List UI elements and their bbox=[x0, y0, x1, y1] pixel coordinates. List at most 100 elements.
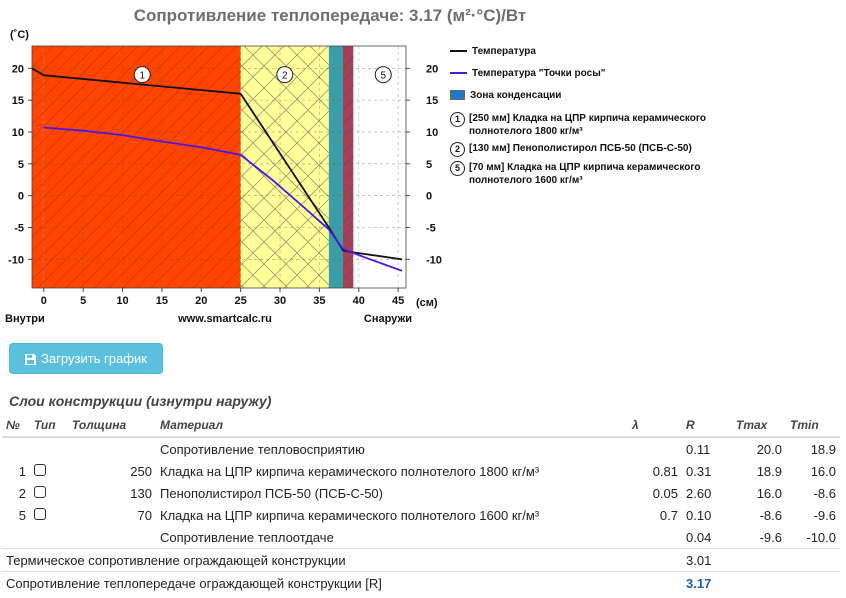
legend-layer-2: 2 [130 мм] Пенополистирол ПСБ-50 (ПСБ-С-… bbox=[450, 142, 750, 157]
inside-label: Внутри bbox=[5, 313, 45, 325]
thickness-cell bbox=[68, 526, 156, 549]
layer-marker-circle bbox=[276, 66, 294, 84]
x-axis-unit-label: (см) bbox=[416, 297, 438, 309]
layer-marker-label: 1 bbox=[139, 71, 145, 82]
condensation-zone bbox=[343, 46, 354, 288]
thickness-cell: 70 bbox=[137, 507, 152, 523]
header-material: Материал bbox=[156, 414, 628, 438]
layer-markers: 1 2 5 bbox=[133, 66, 392, 84]
layer-band bbox=[328, 46, 344, 288]
header-type: Тип bbox=[30, 414, 68, 438]
floppy-disk-icon bbox=[25, 353, 37, 365]
legend-layer-text: [250 мм] Кладка на ЦПР кирпича керамичес… bbox=[469, 113, 707, 137]
thermal-resistance-row: Термическое сопротивление ограждающей ко… bbox=[2, 548, 840, 572]
r-cell: 0.04 bbox=[686, 529, 712, 545]
r-cell: 0.11 bbox=[686, 441, 711, 457]
series-line bbox=[43, 126, 403, 272]
layer-number-circle: 1 bbox=[450, 112, 465, 127]
legend-layer-text: [70 мм] Кладка на ЦПР кирпича керамическ… bbox=[469, 162, 701, 186]
heat-transfer-row: Сопротивление теплопередаче ограждающей … bbox=[2, 571, 840, 594]
x-tick-label: 0 bbox=[41, 295, 47, 307]
r-cell: 2.60 bbox=[686, 485, 712, 501]
dew-point-swatch bbox=[450, 72, 467, 74]
y-tick-label-left: 20 bbox=[12, 63, 24, 75]
table-row: 5 70 Кладка на ЦПР кирпича керамического п… bbox=[2, 504, 840, 526]
legend-label-condensation: Зона конденсации bbox=[470, 89, 562, 101]
x-tick-label: 10 bbox=[116, 295, 128, 307]
material-cell: Кладка на ЦПР кирпича керамического полн… bbox=[160, 463, 540, 479]
tmax-cell: -9.6 bbox=[759, 529, 782, 545]
thickness-cell: 130 bbox=[130, 485, 152, 501]
x-tick-label: 40 bbox=[353, 295, 365, 307]
x-tick-label: 25 bbox=[235, 295, 247, 307]
temperature-swatch bbox=[450, 50, 467, 52]
type-cell bbox=[30, 504, 68, 526]
header-r: R bbox=[682, 414, 732, 438]
y-tick-label-right: 20 bbox=[426, 63, 438, 75]
plot-frame bbox=[31, 45, 407, 289]
x-tick-label: 5 bbox=[80, 295, 86, 307]
tmax-cell: 18.9 bbox=[756, 463, 782, 479]
header-tmax: Tmax bbox=[732, 414, 786, 438]
thermal-resistance-value: 3.01 bbox=[682, 548, 732, 572]
legend-item-temperature: Температура bbox=[450, 40, 750, 62]
series-lines bbox=[32, 67, 403, 272]
material-cell: Пенополистирол ПСБ-50 (ПСБ-С-50) bbox=[160, 485, 383, 501]
legend-layer-text: [130 мм] Пенополистирол ПСБ-50 (ПСБ-С-50… bbox=[469, 143, 692, 154]
x-tick-label: 35 bbox=[313, 295, 325, 307]
y-tick-label-right: 10 bbox=[426, 127, 438, 139]
grid bbox=[32, 46, 406, 288]
thickness-cell bbox=[68, 437, 156, 460]
download-chart-label: Загрузить график bbox=[41, 351, 147, 366]
header-lambda: λ bbox=[628, 414, 682, 438]
layer-type-icon bbox=[34, 485, 46, 498]
chart-legend: Температура Температура "Точки росы" Зон… bbox=[450, 40, 750, 191]
layers-table: № Тип Толщина Материал λ R Tmax Tmin Соп… bbox=[2, 414, 840, 594]
lambda-cell: 0.81 bbox=[652, 463, 678, 479]
material-cell: Сопротивление тепловосприятию bbox=[160, 441, 365, 457]
legend-layer-5: 5 [70 мм] Кладка на ЦПР кирпича керамиче… bbox=[450, 161, 750, 187]
lambda-cell: 0.7 bbox=[659, 507, 678, 523]
x-tick-label: 45 bbox=[392, 295, 404, 307]
y-tick-label-left: 5 bbox=[18, 159, 24, 171]
y-tick-label-right: -10 bbox=[426, 254, 442, 266]
legend-layer-1: 1 [250 мм] Кладка на ЦПР кирпича керамич… bbox=[450, 112, 750, 138]
table-row: Сопротивление теплоотдаче 0.04 -9.6 -10.0 bbox=[2, 526, 840, 549]
outside-label: Снаружи bbox=[364, 313, 412, 325]
wall-layers bbox=[32, 46, 354, 288]
lambda-cell: 0.05 bbox=[652, 485, 678, 501]
y-tick-label-left: 15 bbox=[12, 95, 24, 107]
layer-marker-label: 2 bbox=[282, 71, 288, 82]
type-cell bbox=[30, 482, 68, 504]
y-tick-label-right: 5 bbox=[426, 159, 432, 171]
x-tick-label: 30 bbox=[274, 295, 286, 307]
tmin-cell: -9.6 bbox=[813, 507, 836, 523]
x-tick-label: 15 bbox=[156, 295, 168, 307]
row-number bbox=[2, 526, 30, 549]
layer-marker-circle bbox=[374, 66, 392, 84]
legend-label-temperature: Температура bbox=[472, 45, 536, 57]
r-cell: 0.10 bbox=[686, 507, 712, 523]
thermal-resistance-label: Термическое сопротивление ограждающей ко… bbox=[2, 548, 682, 572]
header-no: № bbox=[2, 414, 30, 438]
layer-type-icon bbox=[34, 463, 46, 476]
header-tmin: Tmin bbox=[786, 414, 840, 438]
type-cell bbox=[30, 437, 68, 460]
layer-hatch bbox=[43, 46, 241, 288]
row-number: 5 bbox=[18, 507, 26, 523]
layer-hatch bbox=[32, 46, 44, 288]
download-chart-button[interactable]: Загрузить график bbox=[9, 343, 163, 374]
tmin-cell: 18.9 bbox=[810, 441, 836, 457]
y-tick-label-right: 0 bbox=[426, 191, 432, 203]
tmax-cell: 16.0 bbox=[756, 485, 782, 501]
type-cell bbox=[30, 526, 68, 549]
row-number: 1 bbox=[18, 463, 26, 479]
site-label: www.smartcalc.ru bbox=[177, 313, 272, 325]
layer-number-circle: 2 bbox=[450, 142, 465, 157]
heat-transfer-label: Сопротивление теплопередаче ограждающей … bbox=[2, 571, 682, 594]
layer-marker-circle bbox=[133, 66, 151, 84]
layer-marker-label: 5 bbox=[380, 71, 386, 82]
lambda-cell bbox=[628, 437, 682, 460]
